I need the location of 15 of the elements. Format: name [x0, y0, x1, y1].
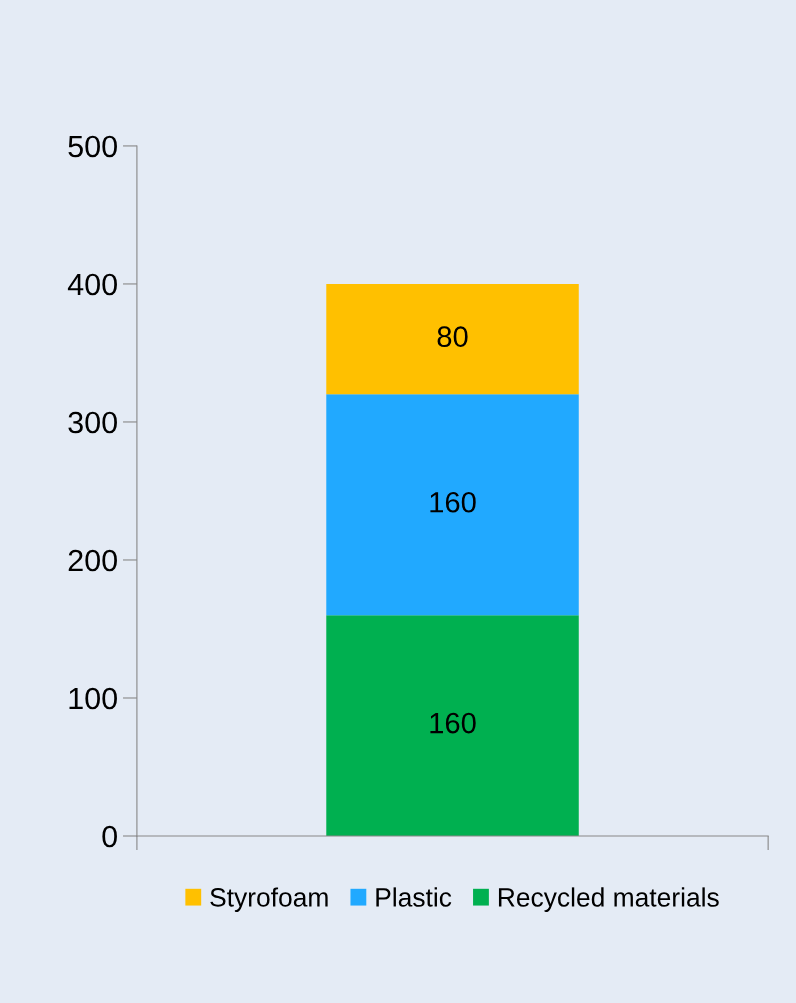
y-tick-label: 500 — [68, 135, 117, 158]
bar — [326, 394, 579, 616]
bar — [326, 615, 579, 836]
legend-label: Plastic — [376, 887, 452, 907]
y-tick-label: 300 — [68, 411, 117, 434]
y-tick-label: 400 — [67, 273, 117, 296]
legend-label: Styrofoam — [210, 887, 328, 912]
data-label: 160 — [430, 491, 476, 513]
legend-label: Recycled materials — [498, 887, 719, 912]
bar — [326, 283, 579, 395]
y-tick-label: 100 — [69, 687, 117, 710]
data-label: 160 — [430, 712, 476, 734]
y-tick-label: 200 — [68, 549, 117, 572]
y-tick-label: 0 — [102, 825, 117, 848]
data-label: 80 — [437, 326, 468, 347]
